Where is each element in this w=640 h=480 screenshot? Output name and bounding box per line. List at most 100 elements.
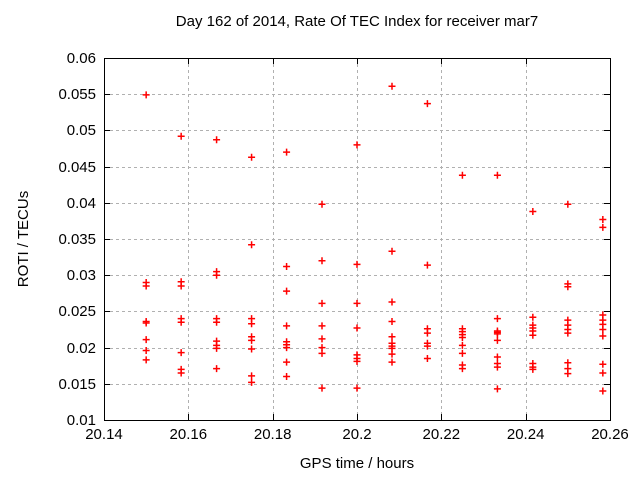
data-point-marker (318, 257, 326, 265)
data-point-marker (388, 333, 396, 341)
data-point-marker (388, 82, 396, 90)
y-tick-label: 0.055 (58, 86, 96, 104)
data-point-marker (493, 363, 501, 371)
data-point-marker (213, 136, 221, 144)
data-point-marker (213, 344, 221, 352)
data-point-marker (142, 346, 150, 354)
data-point-marker (564, 283, 572, 291)
x-tick-label: 20.22 (422, 426, 461, 443)
data-point-marker (493, 330, 501, 338)
data-point-marker (318, 322, 326, 330)
data-point-marker (248, 241, 256, 249)
data-point-marker (353, 384, 361, 392)
x-axis-label: GPS time / hours (299, 455, 415, 472)
data-point-marker (248, 372, 256, 380)
data-point-marker (283, 344, 291, 352)
data-point-marker (318, 335, 326, 343)
data-point-marker (353, 324, 361, 332)
data-point-marker (458, 341, 466, 349)
data-point-marker (599, 332, 607, 340)
x-tick-label: 20.18 (253, 426, 292, 443)
data-point-marker (423, 100, 431, 108)
data-point-marker (458, 349, 466, 357)
y-tick-label: 0.035 (58, 231, 96, 248)
data-point-marker (353, 357, 361, 365)
data-point-marker (529, 365, 537, 373)
data-point-marker (529, 207, 537, 215)
data-point-marker (388, 247, 396, 255)
data-point-marker (177, 349, 185, 357)
x-tick-label: 20.26 (591, 426, 629, 443)
data-point-marker (318, 349, 326, 357)
y-tick-label: 0.01 (66, 412, 96, 429)
data-point-marker (423, 329, 431, 337)
y-tick-label: 0.05 (66, 122, 96, 140)
y-tick-label: 0.06 (66, 50, 96, 67)
data-point-marker (142, 356, 150, 364)
data-point-marker (142, 91, 150, 99)
x-tick-label: 20.16 (169, 426, 208, 443)
data-point-marker (599, 369, 607, 377)
data-point-marker (388, 318, 396, 326)
data-point-marker (388, 358, 396, 366)
data-point-marker (213, 271, 221, 279)
data-point-marker (423, 261, 431, 269)
data-point-marker (283, 287, 291, 295)
data-point-marker (213, 365, 221, 373)
data-point-marker (353, 141, 361, 149)
data-point-marker (177, 318, 185, 326)
data-point-marker (177, 132, 185, 140)
data-point-marker (177, 369, 185, 377)
data-point-marker (529, 313, 537, 321)
plot-border (104, 58, 611, 421)
data-point-marker (283, 322, 291, 330)
data-point-marker (564, 370, 572, 378)
data-point-marker (423, 354, 431, 362)
data-point-marker (213, 318, 221, 326)
data-point-marker (529, 331, 537, 339)
y-tick-label: 0.04 (66, 194, 96, 212)
data-point-marker (458, 365, 466, 373)
data-point-marker (248, 153, 256, 161)
y-tick-label: 0.045 (58, 158, 96, 176)
data-point-marker (599, 326, 607, 333)
data-point-marker (283, 148, 291, 156)
data-point-marker (283, 373, 291, 381)
data-point-marker (177, 282, 185, 290)
data-point-marker (493, 336, 501, 344)
data-point-marker (353, 299, 361, 307)
data-point-marker (493, 315, 501, 323)
data-point-marker (248, 345, 256, 353)
data-point-marker (353, 260, 361, 268)
data-point-marker (599, 215, 607, 223)
data-point-marker (388, 350, 396, 358)
data-point-marker (493, 353, 501, 361)
data-point-marker (599, 223, 607, 231)
data-point-marker (458, 171, 466, 179)
data-point-marker (599, 360, 607, 368)
data-point-marker (423, 342, 431, 350)
data-point-marker (458, 333, 466, 341)
data-point-marker (388, 298, 396, 306)
x-tick-label: 20.24 (506, 426, 545, 443)
data-point-marker (564, 200, 572, 208)
y-tick-label: 0.025 (58, 303, 96, 321)
data-point-marker (599, 387, 607, 395)
x-tick-label: 20.2 (342, 426, 372, 443)
data-point-marker (318, 299, 326, 307)
y-tick-label: 0.015 (58, 375, 96, 393)
data-point-marker (142, 336, 150, 344)
y-tick-label: 0.02 (66, 339, 96, 357)
x-tick-label: 20.14 (85, 426, 123, 443)
data-point-marker (248, 320, 256, 328)
data-point-marker (318, 200, 326, 208)
data-point-marker (283, 358, 291, 366)
y-axis-label: ROTI / TECUs (15, 190, 32, 288)
y-tick-label: 0.03 (66, 267, 96, 285)
data-point-marker (318, 384, 326, 392)
data-point-marker (283, 263, 291, 271)
data-point-marker (142, 319, 150, 327)
chart-title: Day 162 of 2014, Rate Of TEC Index for r… (175, 13, 539, 30)
